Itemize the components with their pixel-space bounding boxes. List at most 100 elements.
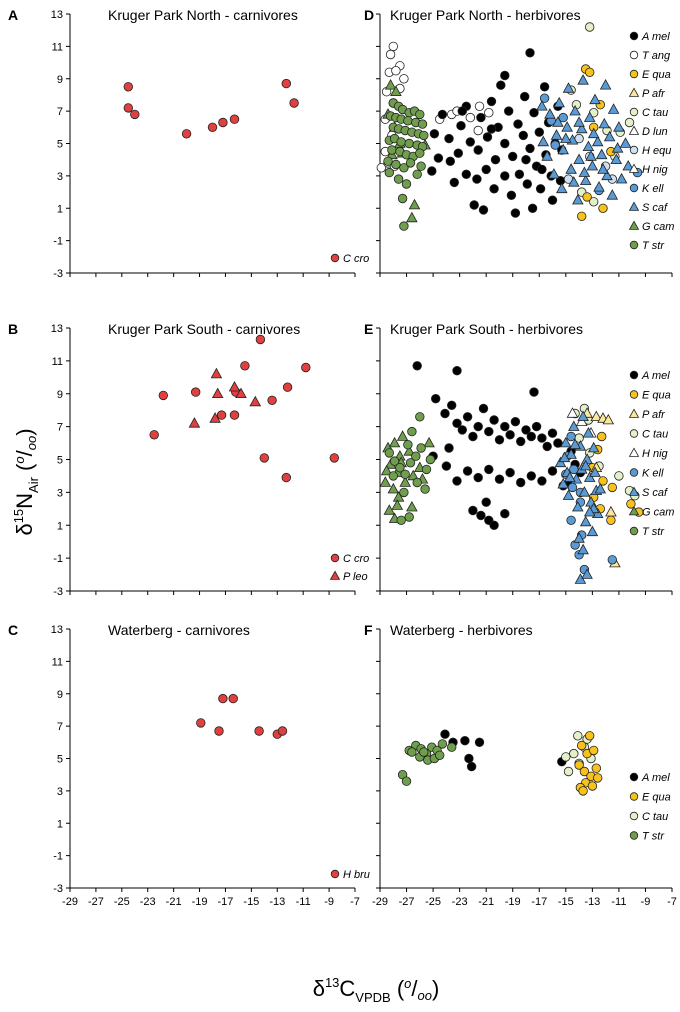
y-tick-label: 1	[57, 818, 63, 830]
data-point	[452, 366, 462, 376]
legend-marker	[629, 31, 639, 41]
data-point	[214, 726, 224, 736]
data-point	[534, 127, 545, 137]
data-point	[597, 163, 609, 174]
data-point	[535, 184, 546, 194]
data-point	[558, 451, 571, 463]
legend-label: C tau	[642, 107, 668, 119]
data-point	[579, 174, 592, 186]
data-point	[510, 417, 521, 427]
legend-label: H nig	[642, 448, 669, 460]
data-point	[447, 400, 457, 411]
legend-marker	[628, 201, 640, 211]
data-point	[603, 130, 616, 142]
data-point	[228, 693, 238, 704]
data-point	[537, 476, 547, 486]
data-point	[419, 130, 429, 141]
data-point	[388, 471, 399, 481]
data-point	[585, 22, 595, 32]
data-point	[415, 109, 425, 120]
data-point	[500, 171, 510, 181]
data-point	[539, 93, 550, 103]
legend-marker	[629, 792, 639, 801]
legend-label: A mel	[641, 772, 670, 784]
data-point	[494, 474, 505, 484]
data-point	[575, 122, 588, 134]
data-point	[583, 505, 596, 517]
data-point	[218, 693, 228, 704]
data-point	[565, 448, 577, 459]
y-tick-label: 7	[57, 106, 63, 118]
data-point	[566, 431, 576, 442]
data-point	[384, 448, 395, 458]
data-point	[500, 70, 510, 81]
data-point	[437, 109, 448, 120]
data-point	[376, 163, 387, 173]
data-point	[563, 766, 574, 777]
data-point	[486, 96, 497, 107]
data-point	[431, 394, 441, 404]
data-point	[518, 130, 529, 141]
y-tick-label: 13	[51, 624, 63, 636]
data-point	[130, 109, 140, 120]
legend-label: H bru	[343, 869, 370, 881]
y-tick-label: 11	[52, 356, 63, 368]
data-point	[267, 395, 277, 406]
data-point	[465, 112, 476, 123]
legend-label: C tau	[642, 429, 668, 441]
data-point	[190, 387, 201, 397]
data-point	[541, 150, 553, 161]
data-point	[387, 145, 397, 155]
data-point	[542, 441, 552, 452]
data-point	[547, 428, 558, 438]
data-point	[440, 408, 450, 419]
data-point	[561, 121, 573, 132]
series-t-str	[383, 98, 429, 231]
y-tick-label: 7	[57, 422, 63, 434]
data-point	[582, 140, 595, 152]
data-point	[427, 166, 437, 176]
data-point	[513, 119, 523, 129]
data-point	[552, 116, 564, 127]
data-point	[406, 500, 418, 512]
data-point	[573, 116, 585, 127]
data-point	[508, 151, 518, 162]
panel-letter: C	[8, 622, 18, 638]
data-point	[412, 361, 422, 371]
data-point	[281, 472, 292, 483]
data-point	[595, 148, 608, 160]
data-point	[196, 718, 206, 728]
data-point	[123, 82, 134, 92]
data-point	[582, 426, 595, 438]
x-tick-label: -11	[296, 896, 311, 908]
legend-label: E qua	[642, 792, 671, 804]
data-point	[473, 145, 483, 155]
data-point	[560, 436, 572, 448]
data-point	[254, 726, 264, 736]
panel-letter: A	[8, 7, 18, 23]
legend-label: A mel	[641, 370, 670, 382]
legend-marker	[629, 69, 639, 79]
legend: A mel T ang E qua P afr C tau D lun H equ H nig…	[628, 31, 674, 252]
data-point	[577, 543, 589, 555]
data-point	[384, 167, 395, 178]
legend-marker	[629, 370, 639, 380]
x-tick-label: -21	[166, 896, 182, 908]
data-point	[449, 177, 460, 188]
data-point	[329, 453, 340, 463]
data-point	[158, 390, 169, 401]
data-point	[500, 138, 510, 149]
data-point	[577, 410, 589, 422]
data-point	[582, 192, 592, 202]
data-point	[404, 138, 414, 149]
data-point	[516, 436, 526, 447]
data-point	[573, 731, 583, 741]
y-tick-label: 13	[51, 9, 63, 21]
legend-label: S caf	[642, 487, 668, 499]
data-point	[591, 135, 604, 147]
data-point	[420, 484, 430, 494]
x-tick-label: -19	[505, 896, 521, 908]
x-tick-label: -27	[399, 896, 415, 908]
data-point	[615, 172, 628, 184]
